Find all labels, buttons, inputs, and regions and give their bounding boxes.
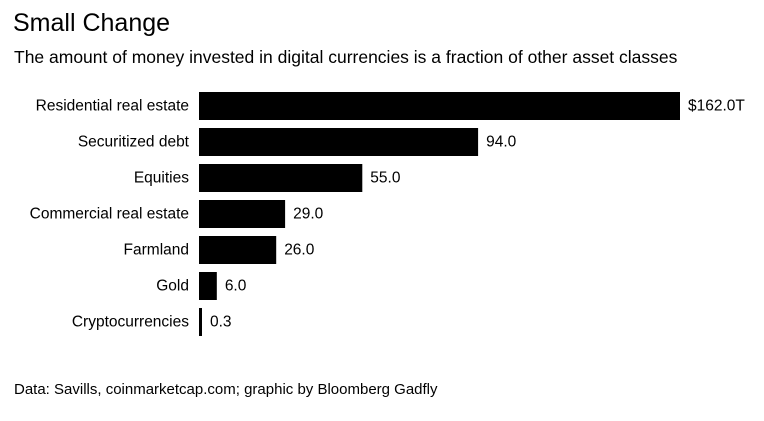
chart-subtitle: The amount of money invested in digital … xyxy=(14,47,678,67)
category-label: Securitized debt xyxy=(78,134,190,151)
chart-title: Small Change xyxy=(13,9,171,37)
value-label: 55.0 xyxy=(370,170,401,187)
category-label: Equities xyxy=(134,170,189,187)
value-label: 26.0 xyxy=(284,242,315,259)
bar xyxy=(199,200,286,228)
bar xyxy=(199,272,217,300)
bar xyxy=(199,128,479,156)
category-label: Farmland xyxy=(124,242,189,259)
category-label: Gold xyxy=(156,278,189,295)
value-label: 29.0 xyxy=(293,206,324,223)
value-label: $162.0T xyxy=(688,98,745,115)
bar xyxy=(199,236,277,264)
chart-source: Data: Savills, coinmarketcap.com; graphi… xyxy=(14,381,438,398)
value-label: 94.0 xyxy=(486,134,517,151)
value-label: 6.0 xyxy=(225,278,247,295)
bar xyxy=(199,164,363,192)
category-label: Residential real estate xyxy=(36,98,189,115)
bar xyxy=(199,92,680,120)
category-label: Commercial real estate xyxy=(30,206,189,223)
bars-group: Residential real estate $162.0T Securitize… xyxy=(30,92,745,336)
category-label: Cryptocurrencies xyxy=(72,314,189,331)
value-label: 0.3 xyxy=(210,314,232,331)
bar xyxy=(199,308,202,336)
